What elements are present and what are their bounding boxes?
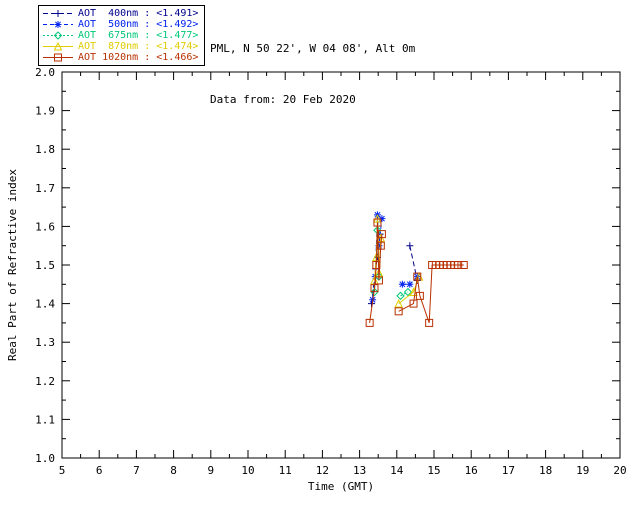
legend-row-1020nm: AOT 1020nm : <1.466> <box>43 52 198 63</box>
legend-line-marker-sample-400nm <box>43 9 73 18</box>
station-location-text: PML, N 50 22', W 04 08', Alt 0m <box>210 42 416 55</box>
svg-text:6: 6 <box>96 464 103 477</box>
svg-text:19: 19 <box>576 464 589 477</box>
svg-text:14: 14 <box>390 464 404 477</box>
legend-line-marker-sample-675nm <box>43 31 73 40</box>
svg-text:10: 10 <box>241 464 254 477</box>
legend-line-marker-sample-1020nm <box>43 53 73 62</box>
chart-legend: AOT 400nm : <1.491> AOT 500nm : <1.492> … <box>38 5 206 66</box>
svg-text:12: 12 <box>316 464 329 477</box>
svg-text:1.2: 1.2 <box>35 375 55 388</box>
svg-text:18: 18 <box>539 464 552 477</box>
legend-label-1020nm: AOT 1020nm : <1.466> <box>78 52 199 63</box>
svg-text:1.6: 1.6 <box>35 220 55 233</box>
svg-text:16: 16 <box>465 464 478 477</box>
svg-text:2.0: 2.0 <box>35 66 55 79</box>
svg-text:9: 9 <box>207 464 214 477</box>
svg-text:Real Part of Refractive index: Real Part of Refractive index <box>6 169 19 361</box>
svg-text:1.7: 1.7 <box>35 182 55 195</box>
svg-text:13: 13 <box>353 464 366 477</box>
legend-label-500nm: AOT 500nm : <1.492> <box>78 19 199 30</box>
svg-text:7: 7 <box>133 464 140 477</box>
svg-text:1.5: 1.5 <box>35 259 55 272</box>
data-date-text: Data from: 20 Feb 2020 <box>210 93 356 106</box>
svg-text:Time (GMT): Time (GMT) <box>308 480 374 493</box>
svg-text:20: 20 <box>613 464 626 477</box>
legend-row-500nm: AOT 500nm : <1.492> <box>43 19 198 30</box>
svg-text:5: 5 <box>59 464 66 477</box>
svg-text:1.9: 1.9 <box>35 105 55 118</box>
legend-row-400nm: AOT 400nm : <1.491> <box>43 8 198 19</box>
svg-text:17: 17 <box>502 464 515 477</box>
svg-text:11: 11 <box>279 464 292 477</box>
legend-label-675nm: AOT 675nm : <1.477> <box>78 30 199 41</box>
legend-line-marker-sample-870nm <box>43 41 73 51</box>
plot-header: PML, N 50 22', W 04 08', Alt 0m Data fro… <box>210 6 415 125</box>
legend-label-400nm: AOT 400nm : <1.491> <box>78 8 199 19</box>
legend-line-marker-sample-500nm <box>43 20 73 29</box>
svg-text:15: 15 <box>427 464 440 477</box>
legend-label-870nm: AOT 870nm : <1.474> <box>78 41 199 52</box>
svg-text:1.3: 1.3 <box>35 336 55 349</box>
svg-text:8: 8 <box>170 464 177 477</box>
svg-text:1.4: 1.4 <box>35 298 55 311</box>
legend-row-675nm: AOT 675nm : <1.477> <box>43 30 198 41</box>
legend-row-870nm: AOT 870nm : <1.474> <box>43 41 198 52</box>
svg-text:1.0: 1.0 <box>35 452 55 465</box>
svg-text:1.1: 1.1 <box>35 413 55 426</box>
svg-text:1.8: 1.8 <box>35 143 55 156</box>
